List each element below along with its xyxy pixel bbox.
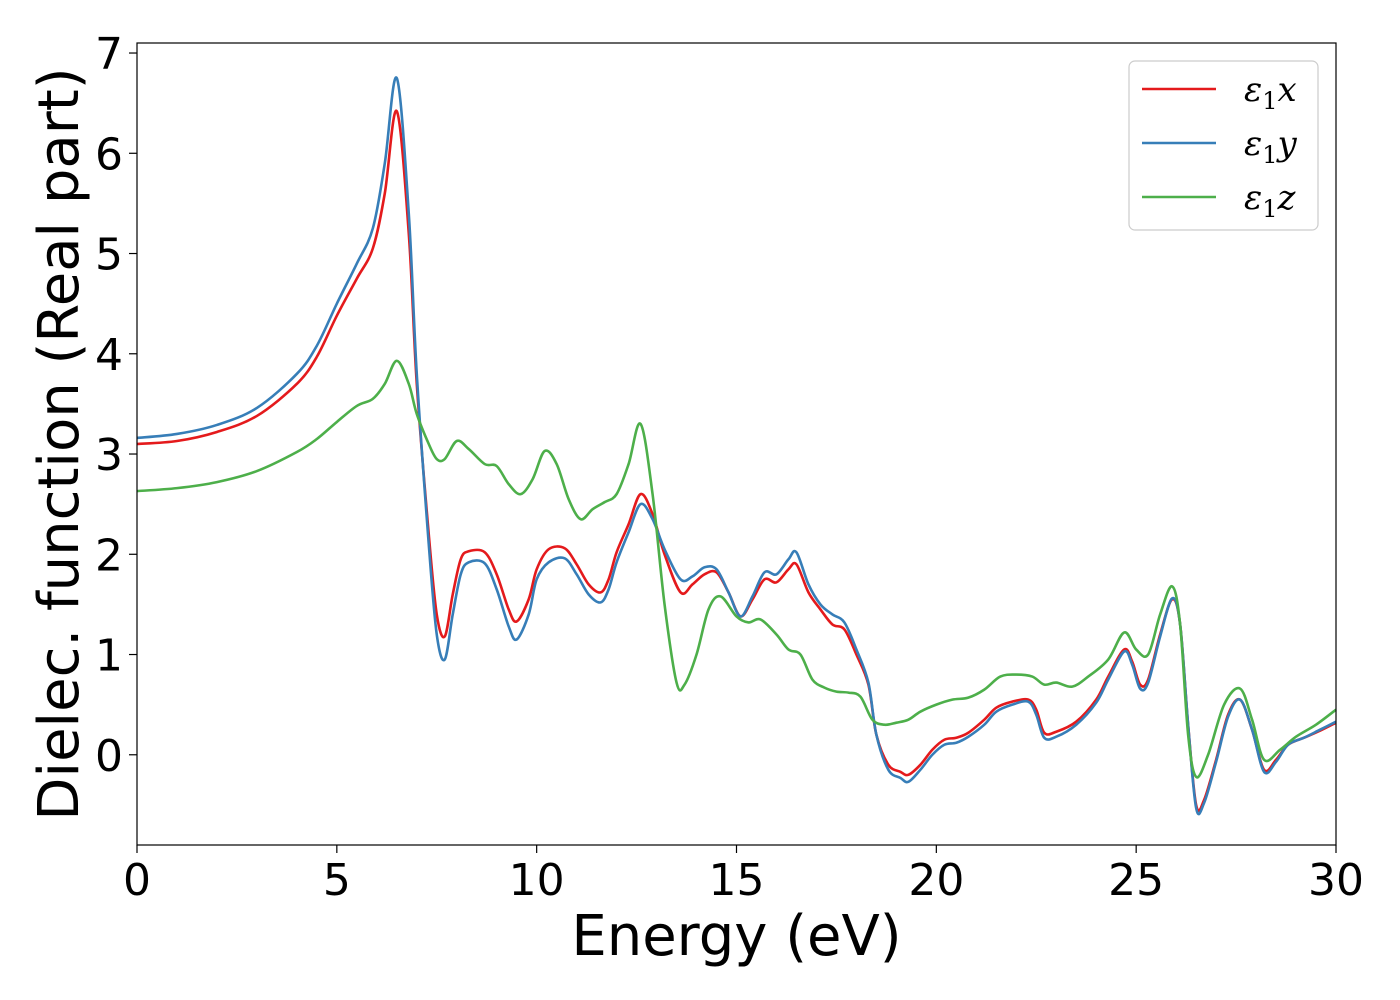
legend-subscript: 1 [1262, 141, 1277, 169]
legend-variable: y [1276, 124, 1298, 164]
legend-subscript: 1 [1262, 87, 1277, 115]
y-tick-label: 3 [95, 430, 123, 481]
y-tick-label: 2 [95, 530, 123, 581]
legend-variable: z [1277, 178, 1297, 218]
series-layer [136, 76, 1337, 816]
x-tick-label: 10 [509, 855, 565, 906]
x-tick-label: 25 [1108, 855, 1164, 906]
x-tick-label: 0 [123, 855, 151, 906]
legend-label-y: ε1y [1244, 124, 1298, 169]
legend-box [1128, 60, 1319, 231]
legend-epsilon: ε [1244, 178, 1262, 218]
x-tick-label: 30 [1308, 855, 1364, 906]
y-axis-label: Dielec. function (Real part) [27, 67, 92, 820]
y-tick-label: 4 [95, 330, 123, 381]
legend-subscript: 1 [1262, 195, 1277, 223]
series-line-y [136, 76, 1337, 816]
legend-label-x: ε1x [1244, 70, 1297, 115]
legend-epsilon: ε [1244, 124, 1262, 164]
y-tick-label: 0 [95, 731, 123, 782]
y-tick-label: 5 [95, 230, 123, 281]
y-axis: 0 1 2 3 4 5 6 7 [95, 29, 137, 782]
legend-label-z: ε1z [1244, 178, 1297, 223]
legend-variable: x [1278, 70, 1297, 110]
y-tick-label: 1 [95, 631, 123, 682]
y-tick-label: 6 [95, 129, 123, 180]
x-tick-label: 20 [908, 855, 964, 906]
legend-epsilon: ε [1244, 70, 1262, 110]
y-tick-label: 7 [95, 29, 123, 80]
x-tick-label: 5 [323, 855, 351, 906]
series-line-z [136, 359, 1337, 779]
x-axis: 0 5 10 15 20 25 30 [123, 845, 1364, 906]
x-tick-label: 15 [709, 855, 765, 906]
x-axis-label: Energy (eV) [571, 904, 901, 969]
